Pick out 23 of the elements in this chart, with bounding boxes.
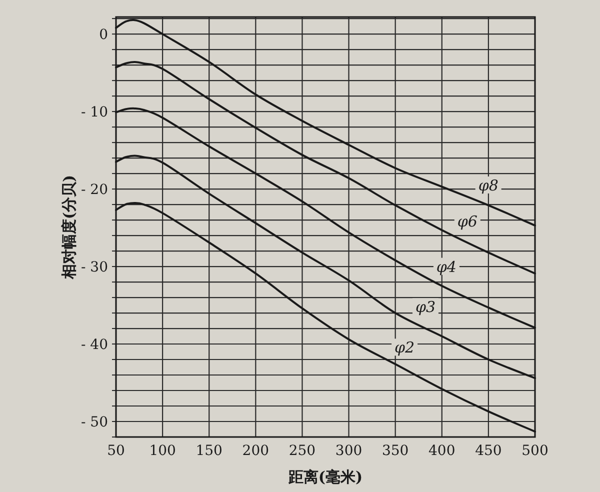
x-tick-label: 50: [107, 443, 125, 459]
x-tick-label: 250: [288, 443, 316, 459]
y-tick-label: - 40: [81, 337, 108, 354]
series-label: φ8: [478, 176, 498, 194]
x-tick-label: 150: [196, 443, 222, 459]
x-tick-label: 200: [242, 443, 270, 459]
y-tick-label: - 30: [81, 260, 108, 276]
series-label: φ6: [457, 212, 478, 231]
y-axis-title: 相对幅度(分贝): [60, 174, 78, 280]
y-tick-label: - 20: [81, 182, 108, 198]
series-label: φ3: [415, 298, 436, 316]
series-label: φ2: [394, 338, 415, 357]
x-tick-label: 350: [382, 443, 409, 459]
x-tick-label: 400: [428, 443, 456, 459]
y-tick-label: 0: [99, 27, 108, 44]
x-tick-label: 300: [335, 443, 362, 459]
x-tick-label: 500: [522, 443, 548, 459]
series-label: φ4: [436, 258, 456, 276]
x-axis-title: 距离(毫米): [287, 468, 363, 486]
x-tick-label: 100: [149, 443, 176, 459]
y-tick-label: - 50: [81, 414, 108, 430]
x-tick-label: 450: [475, 443, 502, 459]
y-tick-label: - 10: [81, 104, 108, 121]
